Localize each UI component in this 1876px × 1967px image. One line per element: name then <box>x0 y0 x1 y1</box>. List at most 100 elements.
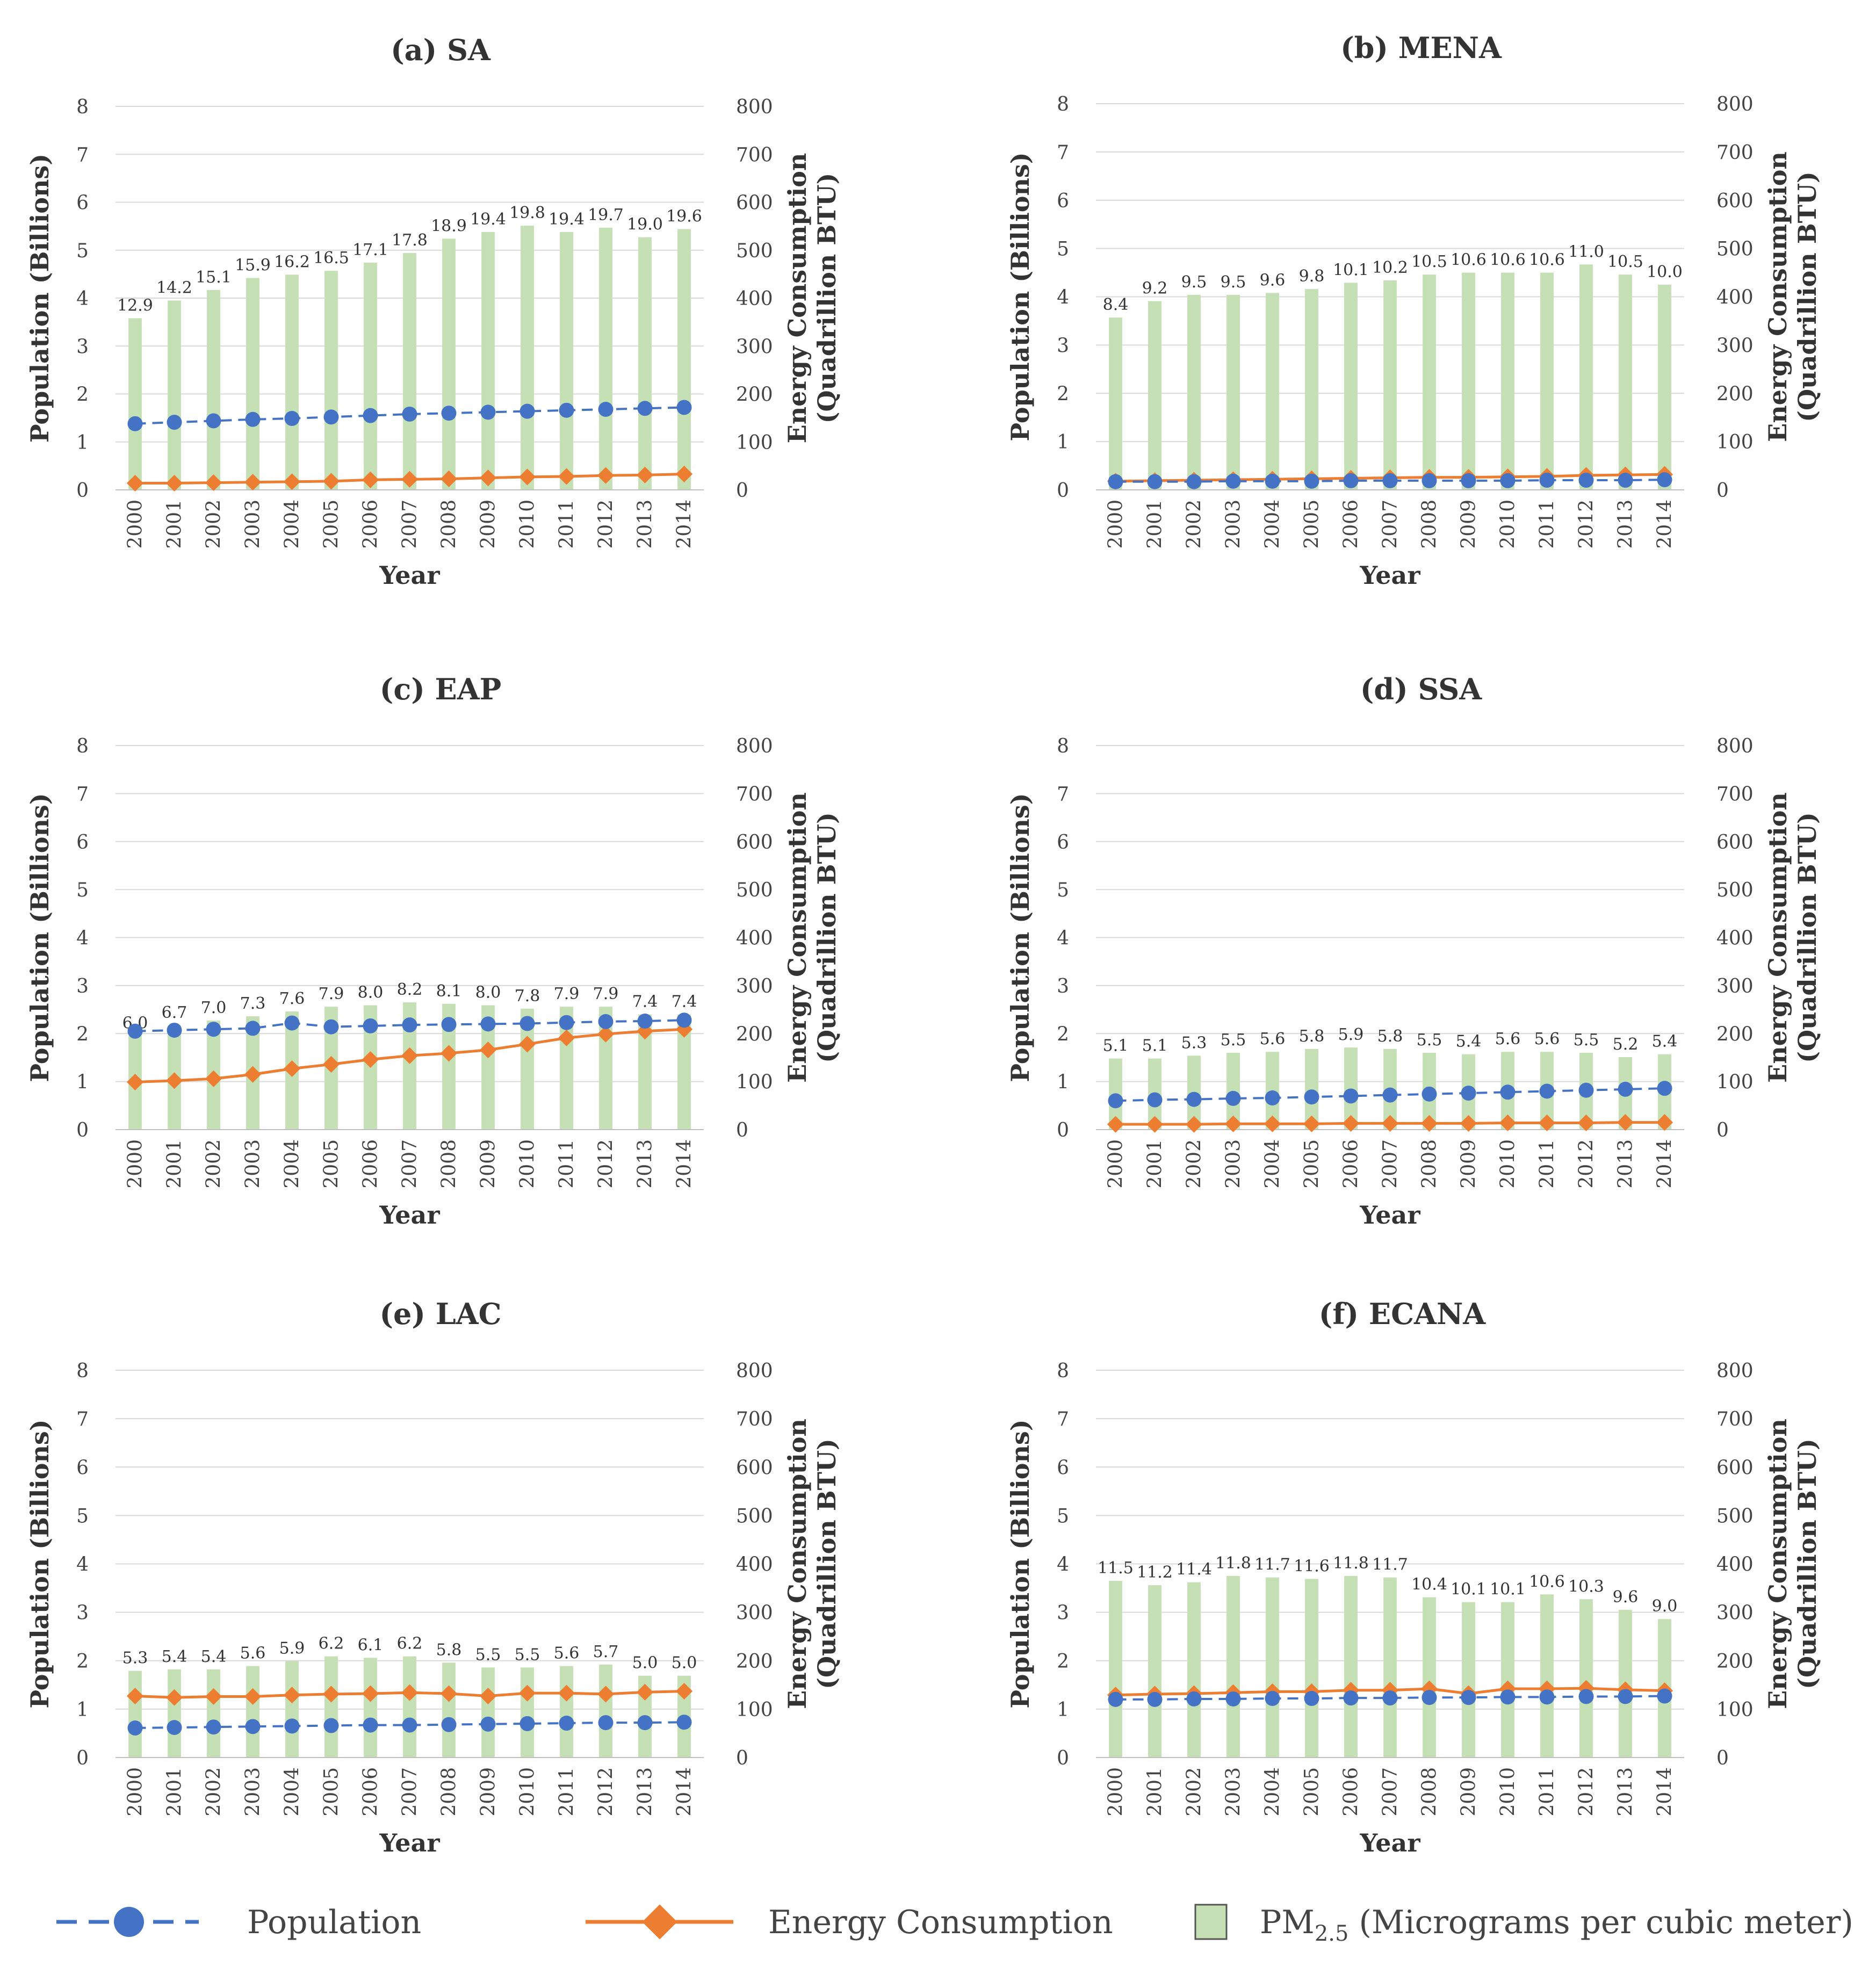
x-tick-label: 2012 <box>595 500 617 549</box>
pm25-bar <box>324 271 338 490</box>
x-tick-label: 2009 <box>1458 500 1480 549</box>
energy-marker <box>597 1686 615 1703</box>
x-tick-label: 2010 <box>517 500 539 549</box>
legend-pm25-rest: (Micrograms per cubic meter) <box>1348 1904 1853 1941</box>
population-marker <box>245 1719 261 1734</box>
population-marker <box>1422 473 1437 488</box>
pm25-bar <box>1619 274 1632 490</box>
legend-energy: Energy Consumption <box>586 1904 1113 1941</box>
pm25-data-label: 19.8 <box>509 204 545 222</box>
pm25-data-label: 5.5 <box>1417 1031 1442 1050</box>
y-tick-label: 8 <box>76 735 89 757</box>
y2-tick-label: 100 <box>1716 1699 1754 1721</box>
y-tick-label: 0 <box>76 1747 89 1769</box>
pm25-data-label: 8.0 <box>358 983 384 1002</box>
population-marker <box>167 415 182 430</box>
population-marker <box>1225 473 1241 489</box>
population-marker <box>519 1016 535 1031</box>
population-marker <box>323 1718 339 1733</box>
pm25-data-label: 10.6 <box>1529 1572 1565 1591</box>
population-marker <box>598 402 614 417</box>
x-tick-label: 2004 <box>282 1139 304 1189</box>
population-line <box>1115 1087 1665 1102</box>
energy-marker <box>1303 1115 1321 1132</box>
y2-tick-label: 800 <box>1716 93 1754 115</box>
legend-energy-marker <box>642 1904 677 1940</box>
population-marker <box>598 1715 614 1731</box>
x-tick-label: 2013 <box>634 1139 656 1189</box>
pm25-data-label: 7.6 <box>279 989 305 1008</box>
pm25-data-label: 10.5 <box>1411 252 1447 271</box>
y-tick-label: 6 <box>76 1457 89 1479</box>
pm25-bar <box>1579 1599 1593 1758</box>
y2-tick-label: 300 <box>1716 335 1754 357</box>
energy-marker <box>205 1688 222 1705</box>
x-tick-label: 2006 <box>360 1767 382 1817</box>
y-tick-label: 7 <box>76 1408 89 1430</box>
legend-pm25-main: PM <box>1260 1904 1315 1941</box>
pm25-data-label: 5.0 <box>672 1654 697 1673</box>
x-tick-label: 2002 <box>1184 1139 1206 1189</box>
energy-marker <box>165 1689 183 1706</box>
x-tick-label: 2010 <box>517 1767 539 1817</box>
pm25-data-label: 7.0 <box>201 999 227 1017</box>
population-marker <box>1108 474 1123 489</box>
y-tick-label: 3 <box>1057 335 1069 357</box>
pm25-bar <box>1109 317 1122 490</box>
pm25-bar <box>1226 294 1240 490</box>
y2-tick-label: 100 <box>736 1072 773 1094</box>
y-tick-label: 1 <box>1057 1072 1069 1094</box>
x-tick-label: 2006 <box>1340 500 1362 549</box>
y-tick-label: 2 <box>76 1651 89 1673</box>
y2-tick-label: 400 <box>736 288 773 310</box>
panel-title: (b) MENA <box>1340 31 1502 65</box>
pm25-data-label: 9.5 <box>1181 273 1207 292</box>
pm25-bar <box>560 1666 573 1758</box>
population-marker <box>1422 1086 1437 1102</box>
population-marker <box>1186 1691 1202 1706</box>
pm25-data-label: 10.6 <box>1529 251 1565 270</box>
energy-marker <box>244 474 262 491</box>
y-tick-label: 0 <box>76 1119 89 1141</box>
population-marker <box>519 403 535 419</box>
pm25-bar <box>599 1664 612 1758</box>
pm25-data-label: 8.2 <box>397 980 423 999</box>
x-tick-label: 2011 <box>556 1139 578 1189</box>
pm25-data-label: 7.8 <box>515 987 540 1006</box>
pm25-data-label: 9.5 <box>1221 273 1246 292</box>
pm25-bar <box>1148 1585 1161 1758</box>
pm25-bar <box>1187 1582 1201 1758</box>
energy-marker <box>1420 1115 1438 1132</box>
y-tick-label: 2 <box>1057 1023 1069 1045</box>
y2-tick-label: 100 <box>1716 1072 1754 1094</box>
population-marker <box>323 409 339 425</box>
pm25-data-label: 11.8 <box>1215 1554 1251 1573</box>
pm25-data-label: 5.7 <box>593 1643 619 1661</box>
y2-tick-label: 200 <box>1716 1023 1754 1045</box>
x-tick-label: 2014 <box>674 1767 696 1817</box>
population-marker <box>1265 473 1280 489</box>
population-marker <box>676 400 692 415</box>
x-tick-label: 2007 <box>399 500 421 549</box>
pm25-bar <box>481 1667 495 1758</box>
y2-axis-title-line1: Energy Consumption <box>783 1419 812 1709</box>
pm25-data-label: 11.7 <box>1372 1556 1408 1574</box>
x-tick-label: 2014 <box>674 500 696 549</box>
x-tick-label: 2009 <box>1458 1767 1480 1817</box>
pm25-bar <box>168 300 181 490</box>
y2-tick-label: 500 <box>736 1505 773 1527</box>
y2-tick-label: 400 <box>736 1554 773 1576</box>
pm25-bar <box>1423 1597 1436 1758</box>
population-marker <box>206 1719 221 1735</box>
legend-pm25-subscript: 2.5 <box>1315 1921 1349 1946</box>
legend-pm25-label: PM2.5 (Micrograms per cubic meter) <box>1260 1904 1853 1946</box>
population-marker <box>1186 474 1202 489</box>
y2-tick-label: 400 <box>736 928 773 950</box>
x-axis-title: Year <box>1359 1828 1420 1857</box>
y2-axis-title-line1: Energy Consumption <box>783 153 812 444</box>
pm25-data-label: 5.1 <box>1142 1037 1168 1055</box>
x-tick-label: 2006 <box>360 1139 382 1189</box>
population-marker <box>167 1720 182 1735</box>
energy-marker <box>1499 1114 1517 1132</box>
population-marker <box>1265 1090 1280 1106</box>
